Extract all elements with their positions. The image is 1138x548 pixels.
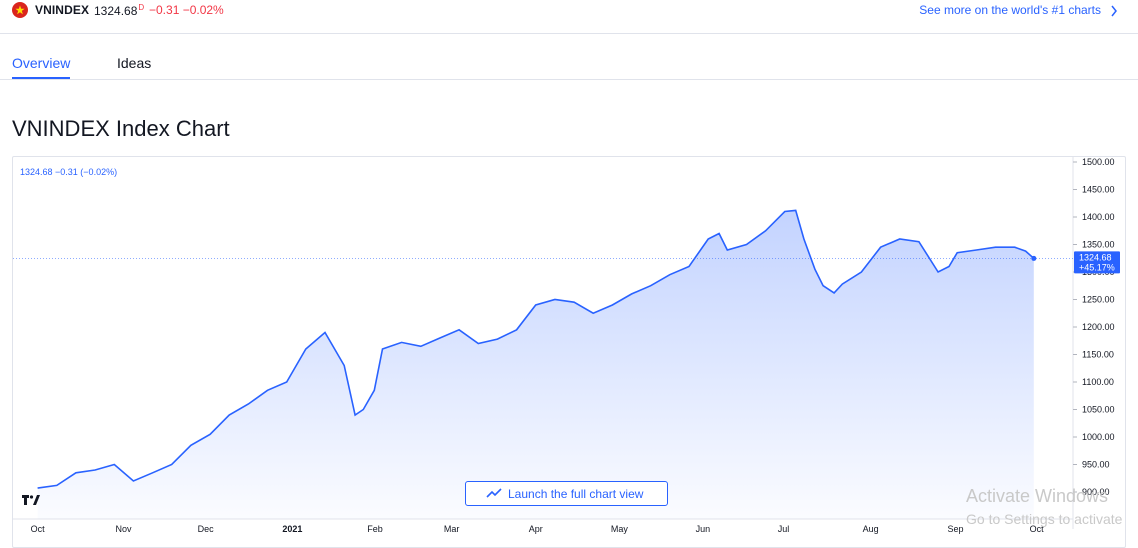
x-tick-label: Apr <box>529 524 543 534</box>
y-tick-label: 1450.00 <box>1082 185 1115 195</box>
vietnam-flag-icon <box>12 2 28 18</box>
line-chart-icon <box>486 488 502 498</box>
x-tick-label: May <box>611 524 629 534</box>
y-tick-label: 900.00 <box>1082 487 1110 497</box>
chevron-right-icon <box>1111 5 1117 17</box>
top-bar: VNINDEX 1324.68D −0.31 −0.02% See more o… <box>0 0 1138 34</box>
chart-legend: 1324.68 −0.31 (−0.02%) <box>20 167 117 177</box>
y-tick-label: 1050.00 <box>1082 405 1115 415</box>
last-price-badge <box>1074 251 1120 274</box>
x-tick-label: Nov <box>115 524 132 534</box>
page-title: VNINDEX Index Chart <box>12 116 230 141</box>
x-tick-label: Sep <box>947 524 963 534</box>
last-price: 1324.68D <box>94 3 144 18</box>
price-area <box>37 210 1034 519</box>
last-price-badge-value: 1324.68 <box>1079 252 1112 262</box>
price-change: −0.31 −0.02% <box>149 3 224 17</box>
tab-bar: Overview Ideas <box>0 34 1138 80</box>
x-tick-label: Oct <box>31 524 46 534</box>
tab-ideas[interactable]: Ideas <box>117 55 152 71</box>
activate-windows-subtitle: Go to Settings to activate <box>966 511 1123 527</box>
x-tick-label: Oct <box>1030 524 1045 534</box>
x-tick-label: Jul <box>778 524 790 534</box>
chart-container[interactable]: 900.00 950.00 1000.00 1050.00 1100.00 1150.00… <box>12 156 1126 548</box>
see-more-link[interactable]: See more on the world's #1 charts <box>919 3 1117 17</box>
symbol-name[interactable]: VNINDEX <box>35 3 90 17</box>
x-tick-label: Mar <box>444 524 460 534</box>
y-tick-label: 950.00 <box>1082 460 1110 470</box>
y-tick-label: 1000.00 <box>1082 432 1115 442</box>
tradingview-logo-icon <box>22 495 40 505</box>
price-sup: D <box>138 3 145 12</box>
last-price-badge-pct: +45.17% <box>1079 262 1115 272</box>
y-tick-label: 1350.00 <box>1082 240 1115 250</box>
y-tick-label: 1150.00 <box>1082 350 1114 360</box>
x-tick-label: 2021 <box>282 524 302 534</box>
x-tick-label: Aug <box>863 524 879 534</box>
launch-full-chart-button[interactable]: Launch the full chart view <box>465 481 668 506</box>
y-tick-label: 1400.00 <box>1082 212 1115 222</box>
price-chart[interactable]: 900.00 950.00 1000.00 1050.00 1100.00 1150.00… <box>13 157 1125 547</box>
y-tick-label: 1200.00 <box>1082 322 1115 332</box>
activate-windows-title: Activate Windows <box>966 486 1109 506</box>
y-tick-label: 1100.00 <box>1082 377 1114 387</box>
launch-label: Launch the full chart view <box>508 487 644 501</box>
see-more-label: See more on the world's #1 charts <box>919 3 1101 17</box>
x-tick-label: Jun <box>696 524 711 534</box>
tab-overview[interactable]: Overview <box>12 55 71 71</box>
last-point-marker <box>1031 255 1037 261</box>
price-line <box>37 209 1035 489</box>
active-tab-indicator <box>12 77 70 79</box>
y-tick-label: 1250.00 <box>1082 295 1115 305</box>
x-tick-label: Feb <box>367 524 383 534</box>
x-tick-label: Dec <box>198 524 215 534</box>
last-price-value: 1324.68 <box>94 4 138 18</box>
y-tick-label: 1500.00 <box>1082 157 1115 167</box>
